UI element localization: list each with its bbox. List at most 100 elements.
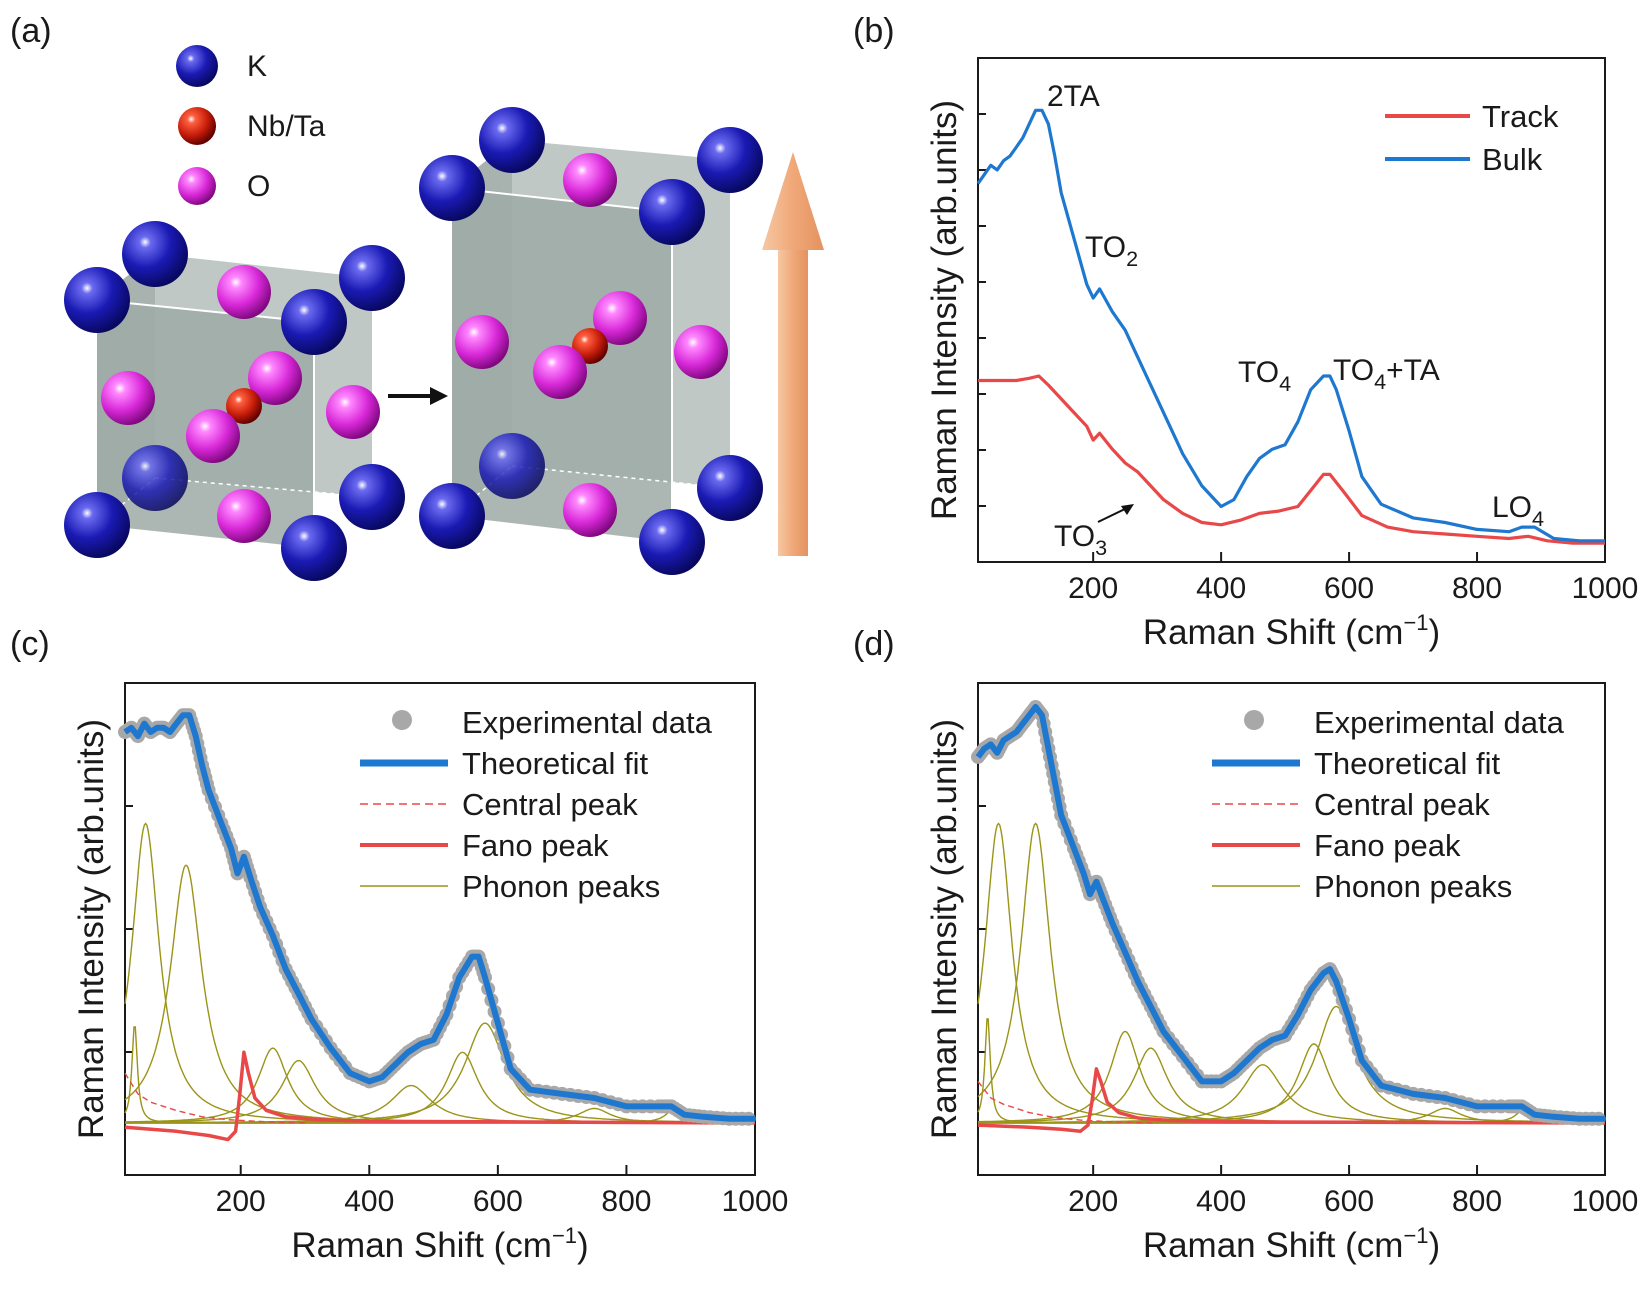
y-axis-label: Raman Intensity (arb.units) (72, 719, 111, 1139)
o-atom (593, 291, 647, 345)
legend-label: Theoretical fit (1314, 746, 1500, 781)
x-tick-label: 800 (1452, 1185, 1502, 1218)
legend-label: Central peak (462, 787, 638, 822)
o-atom (248, 351, 302, 405)
tetragonal-cell (419, 107, 763, 575)
k-atom (281, 515, 347, 581)
nbta-legend-label: Nb/Ta (247, 110, 326, 143)
chart-legend: Experimental data Theoretical fit Central … (1212, 705, 1565, 904)
x-tick-label: 400 (1196, 1185, 1246, 1218)
o-atom (563, 483, 617, 537)
k-atom-legend-icon (176, 45, 218, 87)
k-legend-label: K (247, 50, 267, 83)
x-tick-label: 200 (1068, 1185, 1118, 1218)
y-axis-label: Raman Intensity (arb.units) (925, 719, 964, 1139)
o-atom (455, 315, 509, 369)
k-atom (419, 483, 485, 549)
structure-legend: K Nb/Ta O (176, 45, 326, 205)
theoretical-fit-line (123, 712, 755, 1122)
central-peak-line (977, 1080, 1158, 1124)
panel-label-c: (c) (10, 625, 50, 663)
x-tick-label: 400 (344, 1185, 394, 1218)
x-axis-label: Raman Shift (cm−1) (1143, 610, 1440, 652)
k-atom (479, 433, 545, 499)
central-peak-line (124, 1072, 306, 1124)
panel-label-b: (b) (853, 12, 895, 50)
x-tick-label: 800 (601, 1185, 651, 1218)
legend-label: Phonon peaks (1314, 869, 1512, 904)
x-tick-label: 1000 (1572, 572, 1639, 605)
transform-arrow (388, 387, 448, 405)
legend-label: Track (1482, 99, 1559, 134)
x-tick-label: 1000 (722, 1185, 789, 1218)
raman-fit-chart-c: 200 400 600 800 1000 Raman Shift (cm−1) Raman … (72, 682, 789, 1265)
x-tick-label: 200 (1068, 572, 1118, 605)
k-atom (639, 179, 705, 245)
nbta-atom (572, 328, 608, 364)
annotation-to4-ta: TO4+TA (1333, 354, 1440, 394)
o-atom (563, 153, 617, 207)
legend-label: Phonon peaks (462, 869, 660, 904)
annotation-arrow (1097, 507, 1128, 523)
x-tick-label: 600 (1324, 572, 1374, 605)
annotation-lo4: LO4 (1492, 491, 1544, 531)
cell-edge (96, 299, 315, 323)
o-atom (533, 345, 587, 399)
legend-swatch (1244, 710, 1264, 730)
nbta-atom-legend-icon (178, 107, 216, 145)
legend-swatch (392, 710, 412, 730)
o-atom (186, 409, 240, 463)
plot-frame (977, 57, 1606, 563)
bulk-series-line (976, 108, 1605, 543)
k-atom (281, 289, 347, 355)
legend-label: Experimental data (462, 705, 713, 740)
raman-chart-b: 200 400 600 800 1000 Raman Shift (cm−1) Raman … (925, 57, 1639, 652)
x-tick-label: 600 (1324, 1185, 1374, 1218)
o-legend-label: O (247, 170, 270, 203)
legend-label: Fano peak (1314, 828, 1461, 863)
legend-label: Bulk (1482, 142, 1543, 177)
y-axis-label: Raman Intensity (arb.units) (925, 100, 964, 520)
k-atom (64, 492, 130, 558)
k-atom (479, 107, 545, 173)
o-atom-legend-icon (178, 167, 216, 205)
k-atom (122, 445, 188, 511)
fano-peak-line (124, 1050, 756, 1142)
annotation-arrowhead (1121, 504, 1134, 515)
legend-label: Central peak (1314, 787, 1490, 822)
x-tick-label: 800 (1452, 572, 1502, 605)
legend-label: Theoretical fit (462, 746, 648, 781)
structure-panel: K Nb/Ta O (64, 45, 824, 581)
annotation-2ta: 2TA (1047, 80, 1100, 113)
theoretical-fit-line (975, 704, 1605, 1122)
o-atom (326, 385, 380, 439)
k-atom (419, 155, 485, 221)
annotation-to2: TO2 (1085, 231, 1138, 271)
experimental-data-points (118, 708, 756, 1126)
k-atom (339, 245, 405, 311)
k-atom (697, 127, 763, 193)
x-tick-label: 200 (216, 1185, 266, 1218)
x-tick-label: 600 (473, 1185, 523, 1218)
x-axis-label: Raman Shift (cm−1) (291, 1223, 588, 1265)
phonon-peak-line (124, 822, 755, 1124)
k-atom (697, 455, 763, 521)
x-axis-label: Raman Shift (cm−1) (1143, 1223, 1440, 1265)
annotation-to4: TO4 (1238, 356, 1291, 396)
track-series-line (978, 374, 1605, 545)
k-atom (339, 464, 405, 530)
x-tick-label: 400 (1196, 572, 1246, 605)
panel-label-a: (a) (10, 12, 52, 50)
strain-arrow (762, 152, 824, 556)
o-atom (101, 371, 155, 425)
k-atom (64, 267, 130, 333)
nbta-atom (226, 388, 262, 424)
o-atom (674, 325, 728, 379)
chart-legend: Experimental data Theoretical fit Central … (360, 705, 713, 904)
k-atom (639, 509, 705, 575)
o-atom (217, 489, 271, 543)
cell-edge (451, 187, 673, 213)
x-tick-label: 1000 (1572, 1185, 1639, 1218)
k-atom (122, 221, 188, 287)
